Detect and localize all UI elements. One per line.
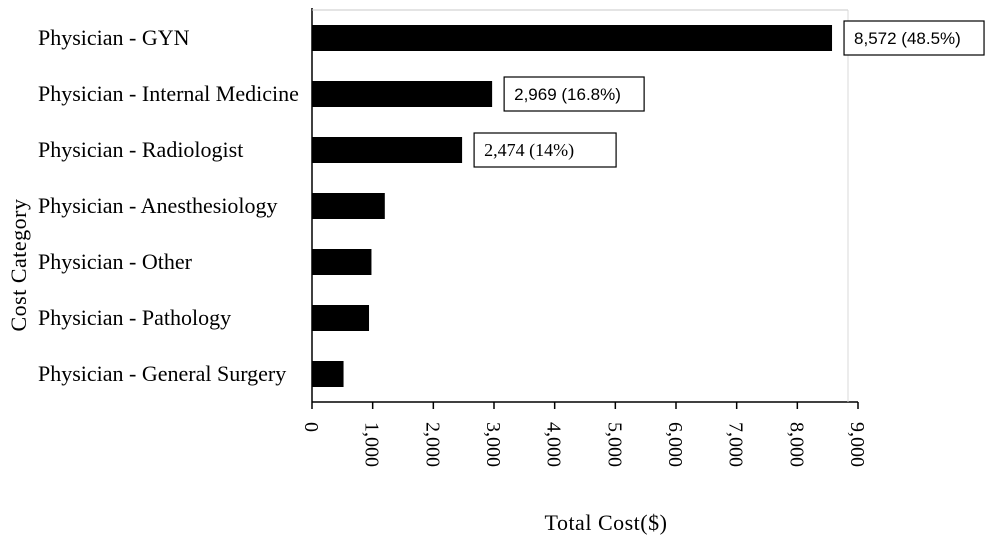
x-tick-label: 5,000 — [603, 422, 625, 467]
y-axis-title: Cost Category — [6, 199, 31, 332]
data-label-box — [473, 132, 617, 168]
x-tick-label: 6,000 — [664, 422, 686, 467]
category-label: Physician - Radiologist — [38, 137, 243, 162]
bar — [312, 25, 833, 51]
x-tick-label: 3,000 — [482, 422, 504, 467]
bar — [312, 193, 385, 219]
bar — [312, 137, 463, 163]
bar — [312, 81, 493, 107]
data-label-box — [843, 20, 985, 56]
x-tick-label: 7,000 — [725, 422, 747, 467]
category-label: Physician - Anesthesiology — [38, 193, 278, 218]
data-label-box — [503, 76, 645, 112]
category-label: Physician - GYN — [38, 25, 190, 50]
x-tick-label: 0 — [300, 422, 322, 432]
data-label: 2,969 (16.8%) — [514, 85, 621, 104]
data-label: 2,474 (14%) — [484, 140, 574, 161]
category-label: Physician - Pathology — [38, 305, 231, 330]
category-label: Physician - Other — [38, 249, 193, 274]
bar — [312, 361, 344, 387]
x-tick-label: 4,000 — [543, 422, 565, 467]
x-tick-label: 8,000 — [785, 422, 807, 467]
bar — [312, 305, 370, 331]
data-label: 8,572 (48.5%) — [854, 29, 961, 48]
bar — [312, 249, 372, 275]
x-tick-label: 2,000 — [421, 422, 443, 467]
x-tick-label: 1,000 — [361, 422, 383, 467]
category-label: Physician - General Surgery — [38, 361, 286, 386]
category-label: Physician - Internal Medicine — [38, 81, 299, 106]
x-tick-label: 9,000 — [846, 422, 868, 467]
x-axis-title: Total Cost($) — [545, 510, 668, 535]
